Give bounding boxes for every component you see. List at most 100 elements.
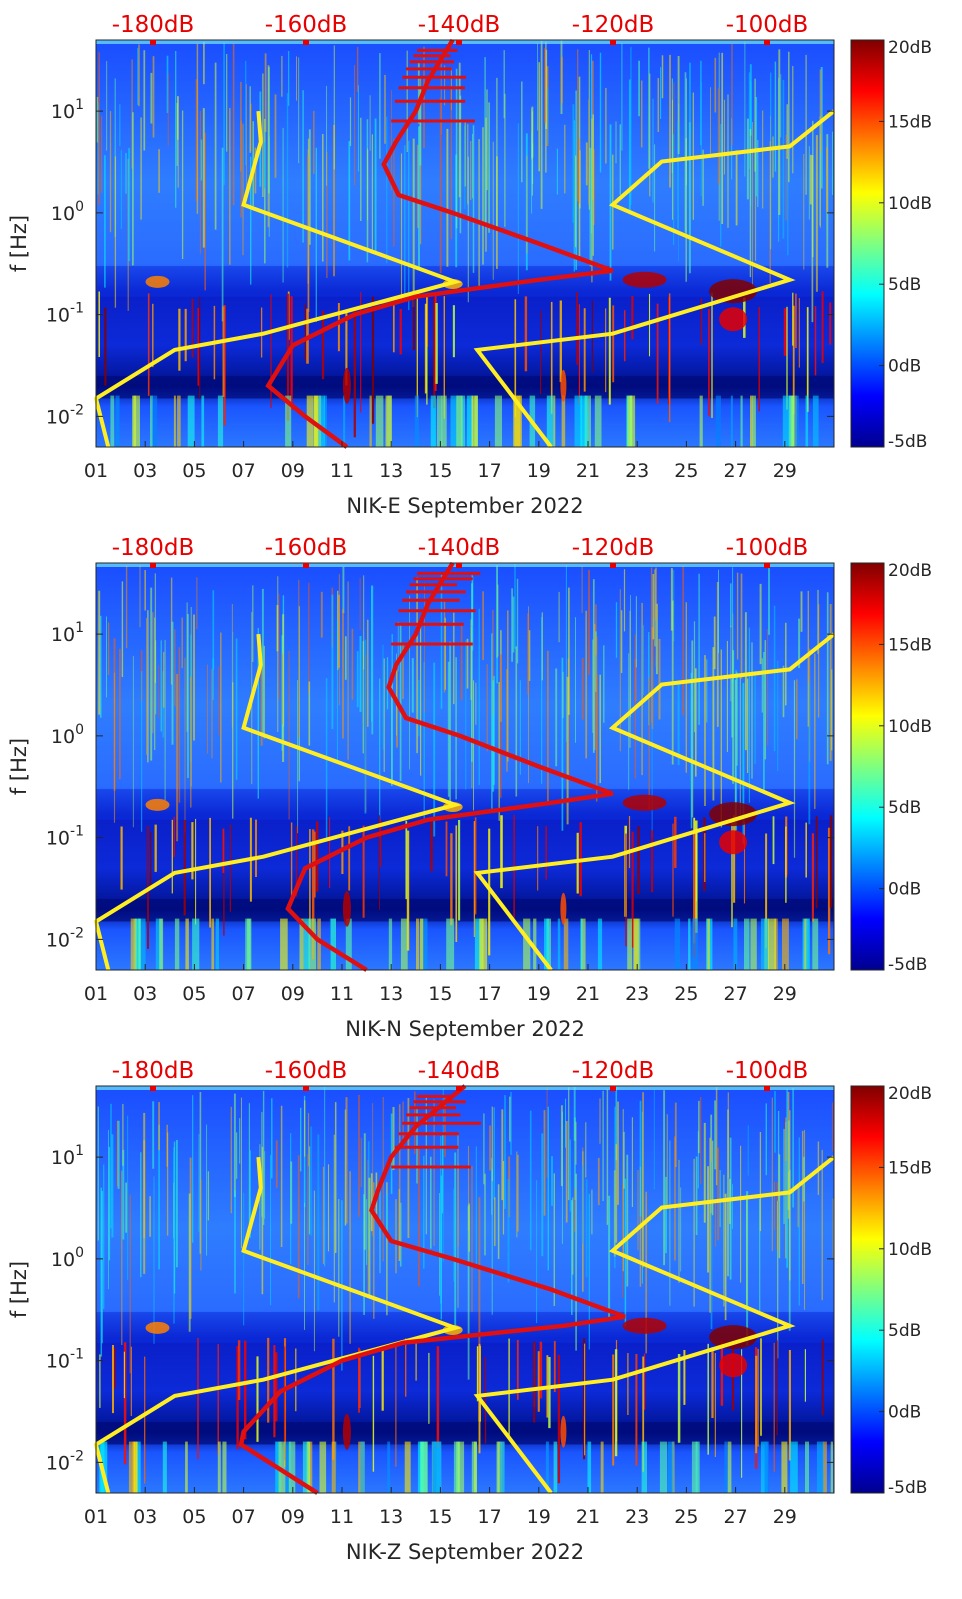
low-band-column [136,1441,141,1494]
colorbar-label: -5dB [888,1478,927,1498]
low-band-column [794,395,799,448]
low-band-column [750,395,753,448]
top-db-label: -180dB [112,1058,195,1084]
low-band-column [110,395,115,448]
low-band-column [404,1441,411,1494]
low-band-column [633,918,639,971]
top-db-label: -140dB [418,535,501,561]
panel-nik-e: 01 03 05 07 09 11 13 15 17 19 21 23 25 27 29 NIK-E Sept… [7,12,932,518]
y-axis-label: f [Hz] [7,1261,31,1318]
low-band-column [699,395,703,448]
low-band-column [767,918,776,971]
high-noise-model-line [473,109,836,449]
low-band-column [446,918,455,971]
x-tick-label: 27 [724,983,748,1005]
x-tick-label: 13 [379,460,403,482]
low-band-column [436,395,443,448]
low-band-column [115,395,120,448]
low-band-column [752,395,756,448]
low-band-column [400,918,408,971]
y-axis-label: f [Hz] [7,215,31,272]
low-band-column [545,1441,549,1494]
y-tick-label: 101 [51,1143,84,1169]
spectral-peak [709,802,758,827]
top-db-tick [764,563,770,568]
low-band-column [805,1441,809,1494]
x-tick-label: 05 [182,983,206,1005]
top-db-label: -120dB [572,1058,655,1084]
spectral-peak [560,369,567,402]
low-band-column [201,395,205,448]
x-tick-label: 19 [527,460,551,482]
low-band-column [494,395,502,448]
low-band-column [299,918,304,971]
low-band-column [414,395,419,448]
colorbar-label: 0dB [888,1403,921,1423]
x-tick-label: 25 [674,983,698,1005]
x-tick-label: 11 [330,460,354,482]
x-tick-label: 25 [674,460,698,482]
low-band-column [285,1441,292,1494]
low-band-column [185,1441,188,1494]
top-db-tick [610,40,616,45]
low-band-column [782,395,791,448]
colorbar-label: 0dB [888,880,921,900]
high-noise-model-line [473,1155,836,1495]
colorbar-label: 15dB [888,1158,932,1178]
low-band-column [553,395,556,448]
colorbar-label: 20dB [888,38,932,58]
low-band-column [805,918,810,971]
low-band-column [222,1441,227,1494]
colorbar-label: 10dB [888,194,932,214]
low-band-column [185,918,189,971]
low-band-column [563,918,569,971]
colorbar-label: 10dB [888,717,932,737]
low-band-column [730,395,733,448]
colorbar-label: -5dB [888,955,927,975]
spectral-peak [145,1321,170,1334]
y-tick-label: 10-1 [46,1347,84,1373]
colorbar [850,1085,885,1494]
top-db-label: -100dB [726,1058,809,1084]
low-band-column [345,918,352,971]
top-db-label: -160dB [265,12,348,38]
spectral-peak [719,830,748,855]
x-tick-label: 17 [478,460,502,482]
spectral-peak [342,367,351,404]
low-band-column [302,1441,310,1494]
x-tick-label: 25 [674,1506,698,1528]
low-band-column [247,918,251,971]
x-tick-label: 07 [232,1506,256,1528]
top-db-label: -160dB [265,1058,348,1084]
y-tick-label: 10-1 [46,824,84,850]
spectral-peak [560,1415,567,1448]
panel-nik-z: 01 03 05 07 09 11 13 15 17 19 21 23 25 27 29 NIK-Z Sept… [7,1058,932,1564]
x-tick-label: 01 [84,983,108,1005]
x-tick-label: 01 [84,1506,108,1528]
low-band-column [416,918,420,971]
top-db-tick [150,40,156,45]
x-tick-label: 29 [773,460,797,482]
low-band-column [774,918,778,971]
low-band-column [331,1441,336,1494]
colorbar-label: 15dB [888,112,932,132]
median-psd-line [285,561,614,972]
plot-frame [95,39,835,448]
low-band-column [692,918,698,971]
x-tick-label: 27 [724,1506,748,1528]
low-band-column [152,395,158,448]
low-band-column [308,918,316,971]
low-band-column [314,395,318,448]
x-tick-label: 15 [428,983,452,1005]
spectral-peak [560,892,567,925]
colorbar-label: 20dB [888,1084,932,1104]
x-tick-label: 11 [330,1506,354,1528]
low-band-column [280,918,288,971]
low-band-column [594,395,602,448]
low-band-column [456,395,463,448]
top-db-label: -120dB [572,535,655,561]
low-band-column [553,1441,558,1494]
low-band-column [318,395,326,448]
x-tick-label: 09 [281,983,305,1005]
low-band-column [303,918,310,971]
